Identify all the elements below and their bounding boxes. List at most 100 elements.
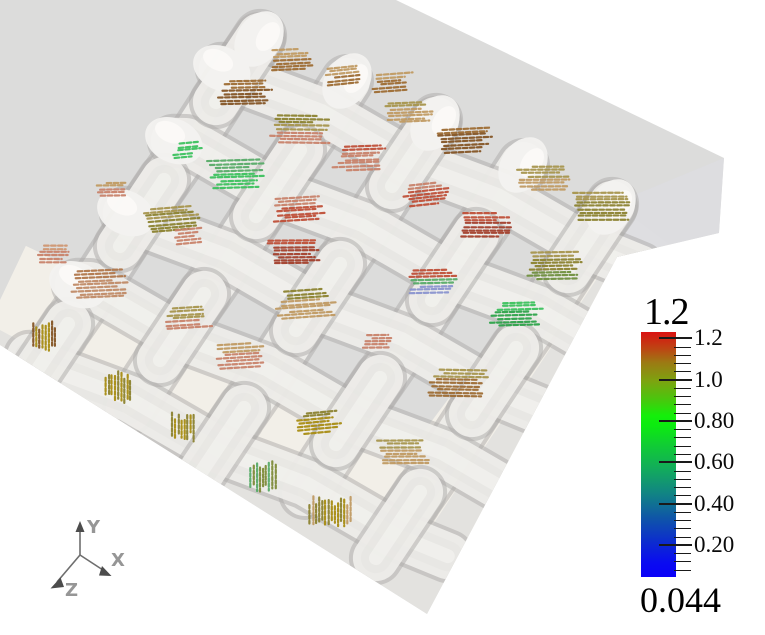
streamline — [386, 110, 434, 115]
streamline-bundle — [526, 250, 583, 281]
streamline — [150, 224, 198, 231]
streamline — [297, 425, 339, 432]
streamline — [408, 291, 450, 295]
streamline — [220, 179, 258, 183]
slab-right-side-face — [615, 158, 724, 257]
colorbar-tick-label: 0.80 — [694, 407, 735, 433]
streamline — [375, 75, 406, 80]
streamline — [341, 147, 387, 152]
fabric-tow-crossover — [248, 142, 308, 224]
streamline — [165, 323, 201, 328]
streamline — [412, 281, 455, 285]
streamline-bundle — [32, 320, 56, 352]
streamline — [490, 313, 538, 317]
streamline — [166, 324, 214, 330]
tow-end-dome — [234, 11, 284, 67]
streamline — [389, 107, 422, 112]
streamline — [431, 385, 482, 389]
streamline — [271, 47, 299, 52]
streamline — [177, 145, 200, 150]
streamline — [496, 307, 544, 311]
x-axis-arrowhead — [99, 566, 112, 576]
slab-front-band — [0, 257, 617, 614]
streamline — [280, 298, 321, 304]
streamline — [530, 250, 580, 254]
colorbar-minor-tick — [674, 511, 691, 513]
tow-end-dome-highlight — [431, 106, 457, 135]
streamline-bundle — [217, 79, 274, 106]
streamline — [302, 412, 333, 418]
streamline-bundle — [331, 144, 387, 172]
streamline — [341, 151, 381, 156]
colorbar-tick-label: 0.60 — [694, 449, 735, 475]
colorbar-minor-tick — [674, 387, 691, 389]
colorbar-minor-tick — [674, 453, 691, 455]
streamline — [174, 226, 204, 232]
streamline — [407, 184, 442, 191]
streamline — [286, 291, 327, 297]
scalar-bar-widget[interactable]: 1.2 1.2 1.0 0.80 0.60 0.40 0.20 0.044 — [640, 291, 765, 618]
streamline-bundle — [384, 101, 434, 123]
streamline — [209, 174, 265, 179]
colorbar-major-tick — [659, 461, 692, 464]
streamline — [219, 99, 271, 103]
streamline — [428, 381, 483, 385]
streamline — [166, 312, 204, 318]
streamline-bundle — [427, 368, 492, 398]
colorbar-major-tick — [659, 419, 692, 422]
colorbar-tick-label: 1.2 — [694, 325, 723, 351]
streamline — [178, 140, 199, 145]
streamline — [411, 271, 453, 275]
streamline — [76, 294, 125, 299]
streamline — [171, 305, 203, 310]
colorbar-minor-tick — [674, 445, 691, 447]
streamline — [408, 274, 459, 279]
streamline — [73, 271, 118, 276]
streamline — [217, 361, 265, 367]
x-axis-label: X — [111, 550, 125, 571]
streamline — [274, 201, 317, 207]
streamline-bundle — [174, 226, 204, 246]
streamline-bundle — [249, 460, 277, 495]
streamline — [428, 394, 483, 398]
streamline — [440, 135, 493, 141]
streamline — [215, 354, 263, 360]
streamline — [273, 123, 330, 127]
streamline-bundle — [296, 409, 343, 436]
streamline — [276, 114, 318, 118]
streamline — [399, 119, 431, 123]
streamline — [277, 198, 317, 203]
streamline — [216, 168, 264, 173]
streamline-bundle — [70, 268, 129, 299]
streamline-bundle — [165, 305, 214, 330]
streamline — [501, 303, 536, 307]
streamline — [175, 240, 203, 246]
streamline — [269, 134, 323, 138]
colorbar-major-tick — [659, 502, 692, 505]
streamline — [419, 285, 454, 288]
streamline — [441, 126, 493, 132]
fabric-tow-crossover — [464, 340, 524, 422]
streamline — [174, 234, 196, 239]
streamline — [79, 291, 127, 297]
colorbar-tick-label: 0.40 — [694, 490, 735, 516]
streamline — [494, 310, 532, 314]
scalar-bar-max-title: 1.2 — [644, 291, 690, 333]
streamline — [528, 267, 580, 271]
streamline — [74, 275, 127, 280]
tow-end-dome-highlight — [203, 48, 234, 72]
colorbar-minor-tick — [674, 470, 691, 472]
streamline — [275, 128, 328, 131]
streamline — [176, 237, 202, 242]
streamline — [536, 277, 578, 281]
streamline — [327, 77, 361, 84]
colorbar-minor-tick — [674, 569, 691, 571]
streamline — [146, 213, 200, 220]
streamline — [147, 216, 201, 224]
streamline — [219, 365, 261, 370]
streamline — [76, 268, 123, 273]
streamline — [276, 131, 324, 135]
fabric-tow-crossover — [192, 400, 252, 482]
